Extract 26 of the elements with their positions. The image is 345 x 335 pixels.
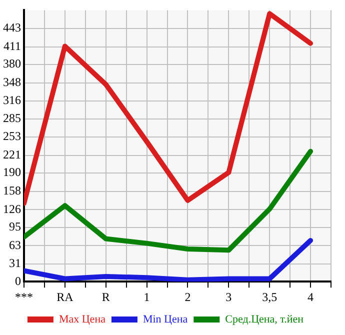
y-tick-label: 253 xyxy=(3,129,21,144)
x-tick-label: R xyxy=(102,290,110,304)
y-tick-label: 316 xyxy=(3,93,21,108)
y-tick-label: 0 xyxy=(15,274,21,288)
legend-label: Max Цена xyxy=(58,313,106,326)
x-tick-label: 1 xyxy=(144,290,150,304)
y-tick-label: 221 xyxy=(3,147,21,162)
y-tick-label: 158 xyxy=(3,183,21,198)
x-tick-label: 2 xyxy=(184,290,191,304)
y-tick-label: 380 xyxy=(3,56,21,71)
x-tick-label: RA xyxy=(56,290,74,304)
legend-label: Сред.Цена, т.йен xyxy=(225,313,304,326)
x-tick-label: 4 xyxy=(308,290,314,304)
y-tick-label: 443 xyxy=(3,20,21,35)
y-tick-label: 126 xyxy=(3,202,21,216)
x-tick-label: 3,5 xyxy=(262,290,278,304)
y-tick-label: 31 xyxy=(9,256,21,270)
y-tick-label: 285 xyxy=(3,110,21,125)
x-tick-label: *** xyxy=(15,290,33,304)
y-tick-label: 190 xyxy=(3,165,21,180)
y-tick-label: 348 xyxy=(3,74,21,89)
legend-label: Min Цена xyxy=(142,313,188,326)
x-tick-label: 3 xyxy=(226,290,232,304)
y-tick-label: 411 xyxy=(3,38,21,53)
y-tick-label: 95 xyxy=(9,219,21,234)
y-tick-label: 63 xyxy=(9,238,21,252)
